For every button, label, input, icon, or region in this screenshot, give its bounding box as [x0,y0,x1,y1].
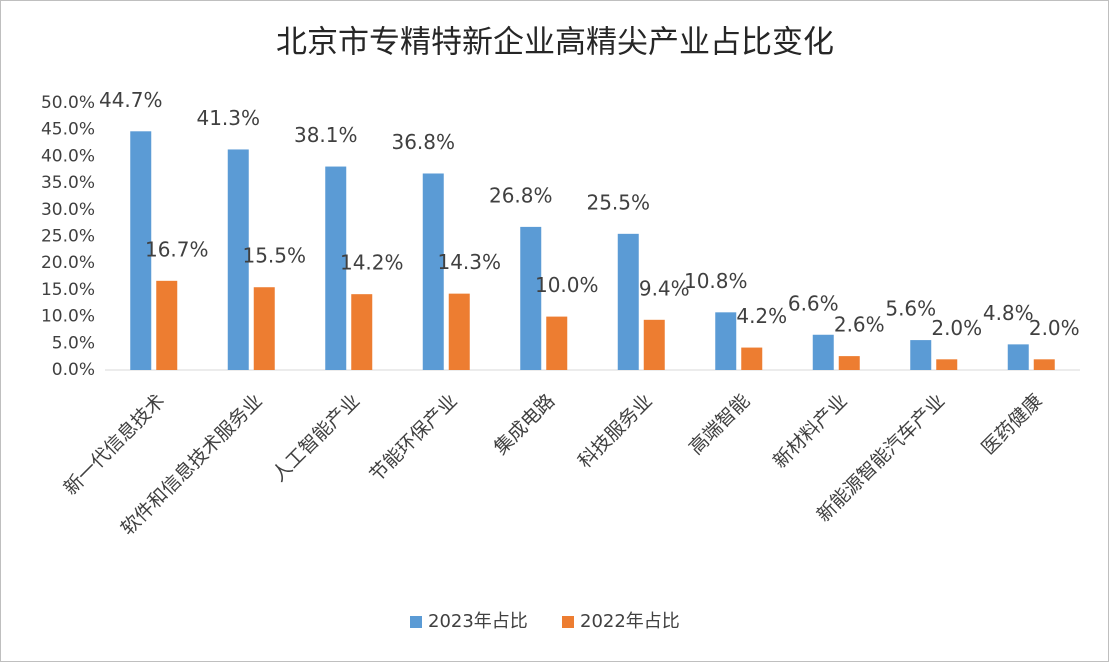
bar [130,131,152,370]
data-label: 2.0% [931,316,982,340]
data-label: 44.7% [99,88,163,112]
bar [715,312,737,370]
data-label: 6.6% [788,291,839,315]
chart-title: 北京市专精特新企业高精尖产业占比变化 [276,25,834,61]
y-tick-label: 20.0% [41,253,95,273]
y-tick-label: 25.0% [41,227,95,247]
bar [936,359,958,370]
legend-swatch [562,616,574,628]
data-label: 38.1% [294,123,358,147]
data-label: 9.4% [639,276,690,300]
data-label: 25.5% [586,190,650,214]
data-label: 15.5% [242,244,306,268]
legend-swatch [410,616,422,628]
bar [1033,359,1055,370]
bar [227,149,249,370]
y-tick-label: 0.0% [52,360,95,380]
data-label: 4.2% [736,304,787,328]
y-tick-label: 40.0% [41,146,95,166]
data-label: 26.8% [489,183,553,207]
bar [838,356,860,370]
legend-label: 2022年占比 [580,611,680,632]
bar [910,340,932,370]
bar [1007,344,1029,370]
y-tick-label: 30.0% [41,200,95,220]
bar [812,334,834,370]
data-label: 16.7% [145,237,209,261]
data-label: 10.0% [535,273,599,297]
data-label: 10.8% [684,269,748,293]
bar [325,166,347,370]
y-tick-label: 35.0% [41,173,95,193]
data-label: 2.0% [1029,316,1080,340]
data-label: 41.3% [196,106,260,130]
y-tick-label: 45.0% [41,120,95,140]
bar [617,233,639,370]
bar [520,226,542,370]
legend-label: 2023年占比 [428,611,528,632]
y-tick-label: 50.0% [41,93,95,113]
bar [448,293,470,370]
bar [422,173,444,370]
bar [253,287,275,370]
y-tick-label: 5.0% [52,333,95,353]
data-label: 36.8% [391,130,455,154]
bar [156,280,178,370]
bar [351,294,373,370]
data-label: 14.2% [340,251,404,275]
bar [643,319,665,370]
bar [546,316,568,370]
bar [741,347,763,370]
y-tick-label: 10.0% [41,307,95,327]
data-label: 5.6% [885,297,936,321]
data-label: 4.8% [983,301,1034,325]
data-label: 14.3% [437,250,501,274]
data-label: 2.6% [834,313,885,337]
y-tick-label: 15.0% [41,280,95,300]
